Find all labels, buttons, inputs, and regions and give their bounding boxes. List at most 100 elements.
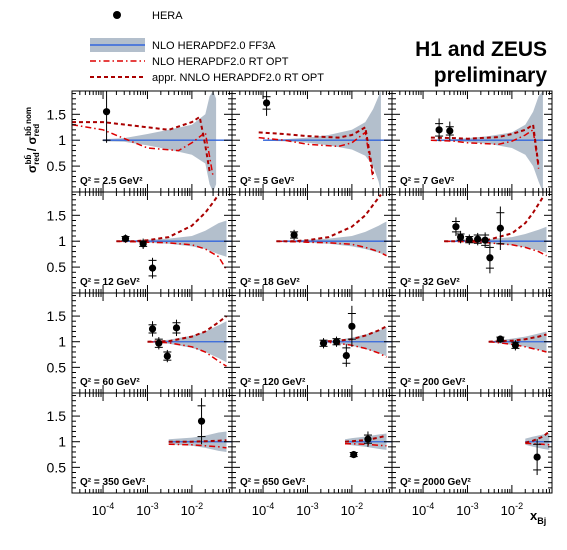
- y-tick-label: 0.5: [47, 158, 67, 174]
- data-point: [319, 338, 328, 349]
- nnlo-rt-opt-curve: [168, 439, 227, 443]
- panel-q2-label: Q² = 350 GeV²: [80, 477, 146, 488]
- data-point: [481, 232, 490, 248]
- y-tick-label: 1: [58, 233, 66, 249]
- legend-label-nlo-rt: NLO HERAPDF2.0 RT OPT: [152, 56, 289, 68]
- panel-q2-200: Q² = 200 GeV²: [391, 292, 553, 394]
- legend-label-nlo-ff3a: NLO HERAPDF2.0 FF3A: [152, 40, 276, 52]
- panel-q2-label: Q² = 2000 GeV²: [400, 477, 472, 488]
- panel-plot-area: [344, 431, 392, 459]
- data-point: [121, 234, 130, 243]
- data-point: [262, 91, 271, 116]
- nlo-rt-opt-curve: [72, 123, 214, 177]
- panel-q2-label: Q² = 200 GeV²: [400, 377, 466, 388]
- legend-entry-nnlo-rt: appr. NNLO HERAPDF2.0 RT OPT: [90, 72, 324, 84]
- legend-label-nnlo-rt: appr. NNLO HERAPDF2.0 RT OPT: [152, 72, 324, 84]
- panel-q2-label: Q² = 12 GeV²: [80, 277, 140, 288]
- x-tick-label: 10-2: [341, 501, 363, 518]
- y-tick-label: 0.5: [47, 259, 67, 275]
- y-tick-label: 0.5: [47, 359, 67, 375]
- legend-marker-hera: [113, 11, 121, 19]
- data-point: [435, 118, 444, 142]
- data-point: [451, 217, 460, 237]
- panel-plot-area: [430, 91, 552, 192]
- panel-q2-32: Q² = 32 GeV²: [391, 191, 553, 294]
- panel-frame: [391, 392, 553, 494]
- panel-plot-area: [116, 194, 232, 279]
- data-point: [349, 450, 358, 459]
- x-tick-label: 10-4: [92, 501, 114, 518]
- uncertainty-band: [263, 91, 381, 192]
- data-point: [172, 319, 181, 337]
- nlo-rt-opt-curve: [168, 443, 227, 449]
- data-point: [102, 91, 111, 143]
- panel-grid: Q² = 2.5 GeV² 0.5 1 1.5 Q² = 5 GeV² Q² = 7 Ge…: [47, 90, 553, 494]
- panel-plot-area: [72, 91, 232, 192]
- y-axis-title: σredbb̄ / σredbb̄ nom: [24, 107, 41, 173]
- data-point: [290, 229, 299, 241]
- nnlo-rt-opt-curve: [116, 194, 220, 243]
- nlo-rt-opt-curve: [147, 340, 227, 367]
- nnlo-rt-opt-curve: [344, 434, 387, 443]
- y-tick-label: 1.5: [47, 106, 67, 122]
- panel-q2-350: Q² = 350 GeV² 0.5 1 1.5: [47, 392, 233, 494]
- nlo-rt-opt-curve: [430, 128, 540, 169]
- data-point: [485, 242, 494, 274]
- data-point: [533, 439, 542, 476]
- x-tick-label: 10-2: [501, 501, 523, 518]
- nlo-rt-opt-curve: [345, 443, 387, 447]
- panel-q2-120: Q² = 120 GeV²: [231, 292, 393, 394]
- nlo-rt-opt-curve: [116, 240, 228, 271]
- y-tick-label: 1.5: [47, 207, 67, 223]
- data-point: [148, 321, 157, 337]
- panel-plot-area: [147, 315, 232, 367]
- data-point: [496, 206, 505, 251]
- y-tick-label: 1.5: [47, 308, 67, 324]
- y-tick-label: 1.5: [47, 408, 67, 424]
- panel-plot-area: [319, 305, 392, 367]
- x-tick-label: 10-3: [136, 501, 158, 518]
- x-tick-label: 10-3: [296, 501, 318, 518]
- nnlo-rt-opt-curve: [258, 125, 375, 175]
- uncertainty-band: [276, 221, 387, 256]
- x-tick-labels: 10-4 10-3 10-2 10-4 10-3 10-2 10-4 10-3 10-2: [92, 501, 523, 518]
- legend: HERA NLO HERAPDF2.0 FF3A NLO HERAPDF2.0 …: [90, 10, 324, 84]
- panel-plot-area: [258, 91, 392, 192]
- panel-q2-12: Q² = 12 GeV² 0.5 1 1.5: [47, 191, 233, 294]
- data-point: [163, 349, 172, 363]
- panel-q2-label: Q² = 650 GeV²: [240, 477, 306, 488]
- y-tick-label: 1: [58, 434, 66, 450]
- data-point: [456, 230, 465, 244]
- panel-plot-area: [444, 196, 552, 274]
- x-tick-label: 10-3: [456, 501, 478, 518]
- x-axis-title: xBj: [530, 508, 546, 526]
- uncertainty-band: [430, 91, 543, 192]
- panel-q2-5: Q² = 5 GeV²: [231, 90, 393, 193]
- legend-label-hera: HERA: [152, 10, 183, 22]
- data-point: [465, 234, 474, 245]
- legend-entry-nlo-ff3a: NLO HERAPDF2.0 FF3A: [90, 38, 276, 52]
- panel-q2-label: Q² = 2.5 GeV²: [80, 176, 143, 187]
- panel-q2-650: Q² = 650 GeV²: [231, 392, 393, 494]
- panel-q2-label: Q² = 7 GeV²: [400, 176, 455, 187]
- data-point: [496, 335, 505, 343]
- nlo-rt-opt-curve: [525, 442, 550, 446]
- data-point: [342, 344, 351, 367]
- data-point: [332, 336, 341, 347]
- x-tick-label: 10-4: [252, 501, 274, 518]
- data-point: [511, 340, 520, 351]
- data-point: [473, 232, 482, 246]
- x-tick-label: 10-2: [181, 501, 203, 518]
- uncertainty-band: [103, 91, 217, 192]
- panel-plot-area: [488, 331, 552, 353]
- panel-q2-label: Q² = 5 GeV²: [240, 176, 295, 187]
- nlo-rt-opt-curve: [276, 240, 387, 257]
- panel-q2-7: Q² = 7 GeV²: [391, 90, 553, 193]
- panel-q2-label: Q² = 32 GeV²: [400, 277, 460, 288]
- nnlo-rt-opt-curve: [147, 315, 228, 343]
- panel-q2-2000: Q² = 2000 GeV²: [391, 392, 553, 494]
- data-point: [347, 305, 356, 347]
- legend-entry-hera: HERA: [113, 10, 183, 22]
- data-point: [197, 398, 206, 445]
